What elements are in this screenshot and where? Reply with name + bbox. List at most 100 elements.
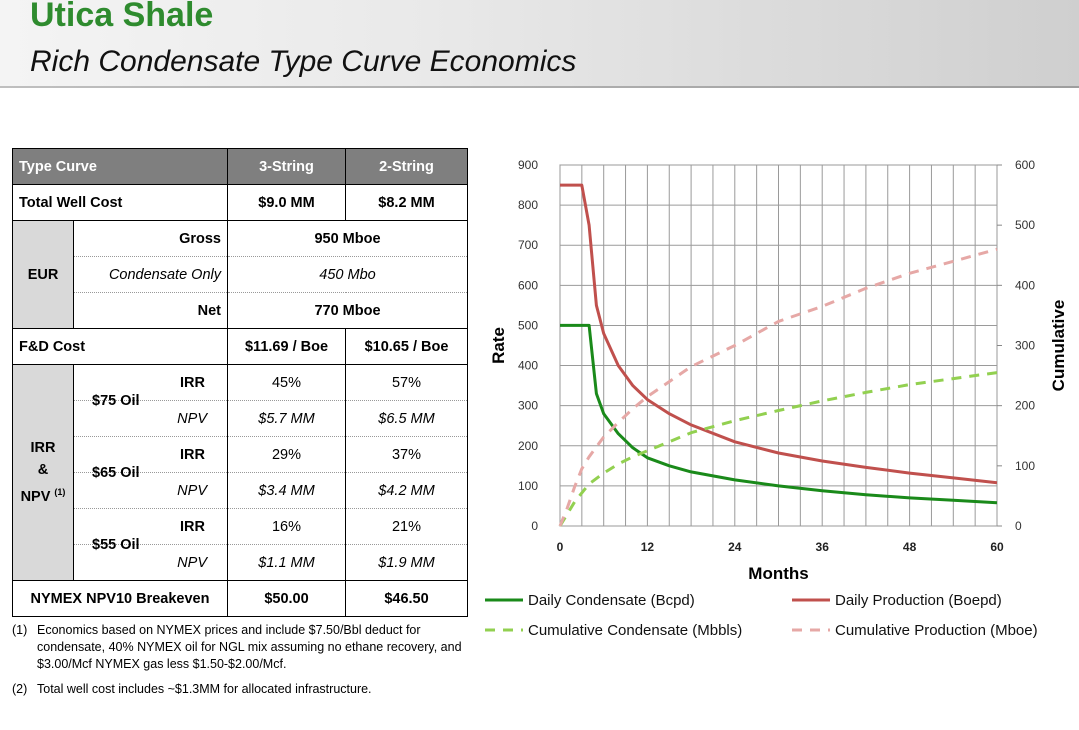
- fd-cost-label: F&D Cost: [12, 328, 228, 365]
- y-tick-label: 800: [518, 198, 538, 212]
- irr-npv-label: IRR & NPV (1): [12, 364, 74, 581]
- total-well-cost-2-string: $8.2 MM: [345, 184, 468, 221]
- scenario-55-irr-2-string: 21%: [345, 508, 468, 545]
- scenario-65-irr-3-string: 29%: [227, 436, 346, 473]
- type-curve-chart: 0100200300400500600700800900010020030040…: [485, 158, 1068, 639]
- y-tick-label: 500: [518, 318, 538, 332]
- table-row-eur-condensate: Condensate Only 450 Mbo: [13, 256, 468, 293]
- legend-label-0: Daily Condensate (Bcpd): [528, 592, 695, 609]
- footnote-1-text: Economics based on NYMEX prices and incl…: [37, 623, 462, 671]
- banner-divider: [0, 86, 1079, 88]
- table-row-65-irr: $65 Oil IRR 29% 37%: [13, 436, 468, 481]
- series-line-3: [558, 247, 998, 527]
- irr-npv-line3: NPV: [20, 488, 51, 505]
- footnote-1: (1) Economics based on NYMEX prices and …: [12, 622, 467, 673]
- y-tick-label: 600: [518, 278, 538, 292]
- legend-label-3: Cumulative Production (Mboe): [835, 622, 1038, 639]
- scenario-55-irr-label: IRR: [180, 518, 205, 535]
- eur-gross-label: Gross: [73, 220, 228, 257]
- header-type-curve: Type Curve: [12, 148, 228, 185]
- legend-label-2: Cumulative Condensate (Mbbls): [528, 622, 742, 639]
- scenario-65-npv-3-string: $3.4 MM: [227, 472, 346, 509]
- y-tick-label: 200: [518, 439, 538, 453]
- y-tick-label: 300: [518, 399, 538, 413]
- fd-cost-3-string: $11.69 / Boe: [227, 328, 346, 365]
- y2-tick-label: 200: [1015, 399, 1035, 413]
- scenario-75-irr-2-string: 57%: [345, 364, 468, 401]
- scenario-75-irr-3-string: 45%: [227, 364, 346, 401]
- scenario-65-oil-cell: $65 Oil IRR: [73, 436, 228, 481]
- total-well-cost-3-string: $9.0 MM: [227, 184, 346, 221]
- x-tick-label: 0: [557, 540, 564, 554]
- scenario-65-irr-label: IRR: [180, 446, 205, 463]
- scenario-65-npv-2-string: $4.2 MM: [345, 472, 468, 509]
- total-well-cost-label: Total Well Cost: [12, 184, 228, 221]
- y-tick-label: 900: [518, 158, 538, 172]
- eur-condensate-value: 450 Mbo: [227, 256, 468, 293]
- table-row-75-npv: NPV $5.7 MM $6.5 MM: [13, 400, 468, 437]
- y2-tick-label: 400: [1015, 278, 1035, 292]
- y2-tick-label: 0: [1015, 519, 1022, 533]
- chart-series: [558, 183, 998, 527]
- footnote-2-text: Total well cost includes ~$1.3MM for all…: [37, 682, 372, 696]
- scenario-55-irr-3-string: 16%: [227, 508, 346, 545]
- irr-npv-line1: IRR: [30, 440, 56, 457]
- y-tick-label: 400: [518, 359, 538, 373]
- y2-tick-label: 600: [1015, 158, 1035, 172]
- eur-label: EUR: [12, 220, 74, 329]
- y-tick-label: 700: [518, 238, 538, 252]
- x-tick-label: 12: [641, 540, 655, 554]
- series-line-2: [558, 371, 998, 527]
- scenario-75-npv-3-string: $5.7 MM: [227, 400, 346, 437]
- scenario-75-irr-label: IRR: [180, 374, 205, 391]
- x-tick-label: 36: [816, 540, 830, 554]
- series-line-1: [560, 183, 998, 485]
- chart-grid: [559, 164, 998, 527]
- x-tick-label: 48: [903, 540, 917, 554]
- eur-net-value: 770 Mboe: [227, 292, 468, 329]
- irr-npv-line2: &: [37, 462, 49, 479]
- scenario-75-oil-label: $75 Oil: [92, 392, 140, 409]
- y-tick-label: 0: [531, 519, 538, 533]
- chart-axes: 0100200300400500600700800900010020030040…: [489, 158, 1068, 583]
- page-subtitle: Rich Condensate Type Curve Economics: [30, 45, 577, 78]
- table-row-75-irr: IRR & NPV (1) $75 Oil IRR 45% 57%: [12, 364, 468, 581]
- table-row-breakeven: NYMEX NPV10 Breakeven $50.00 $46.50: [12, 580, 468, 617]
- table-row-eur-net: Net 770 Mboe: [13, 292, 468, 329]
- footnotes: (1) Economics based on NYMEX prices and …: [12, 622, 467, 706]
- breakeven-3-string: $50.00: [227, 580, 346, 617]
- y-tick-label: 100: [518, 479, 538, 493]
- scenario-65-npv-label: NPV: [73, 472, 228, 509]
- scenario-55-oil-cell: $55 Oil IRR: [73, 508, 228, 553]
- fd-cost-2-string: $10.65 / Boe: [345, 328, 468, 365]
- table-row-total-well-cost: Total Well Cost $9.0 MM $8.2 MM: [12, 184, 468, 221]
- footnote-2-number: (2): [12, 682, 28, 696]
- page-title: Utica Shale: [30, 0, 214, 34]
- eur-gross-value: 950 Mboe: [227, 220, 468, 257]
- economics-table: Type Curve 3-String 2-String Total Well …: [12, 148, 468, 617]
- table-row-fd-cost: F&D Cost $11.69 / Boe $10.65 / Boe: [12, 328, 468, 365]
- eur-condensate-label: Condensate Only: [73, 256, 228, 293]
- x-tick-label: 24: [728, 540, 742, 554]
- y2-tick-label: 100: [1015, 459, 1035, 473]
- y2-axis-label: Cumulative: [1049, 300, 1068, 392]
- scenario-55-npv-2-string: $1.9 MM: [345, 544, 468, 581]
- y2-tick-label: 500: [1015, 218, 1035, 232]
- breakeven-2-string: $46.50: [345, 580, 468, 617]
- header-3-string: 3-String: [227, 148, 346, 185]
- scenario-55-oil-label: $55 Oil: [92, 536, 140, 553]
- footnote-1-number: (1): [12, 623, 28, 637]
- scenario-75-npv-2-string: $6.5 MM: [345, 400, 468, 437]
- scenario-65-oil-label: $65 Oil: [92, 464, 140, 481]
- table-row-55-irr: $55 Oil IRR 16% 21%: [13, 508, 468, 553]
- scenario-65-irr-2-string: 37%: [345, 436, 468, 473]
- header-banner: Utica Shale Rich Condensate Type Curve E…: [0, 0, 1079, 88]
- scenario-75-npv-label: NPV: [73, 400, 228, 437]
- scenario-55-npv-3-string: $1.1 MM: [227, 544, 346, 581]
- footnote-2: (2) Total well cost includes ~$1.3MM for…: [12, 681, 467, 698]
- y-axis-label: Rate: [489, 327, 508, 364]
- legend-label-1: Daily Production (Boepd): [835, 592, 1002, 609]
- breakeven-label: NYMEX NPV10 Breakeven: [12, 580, 228, 617]
- irr-npv-footnote: (1): [54, 487, 66, 498]
- x-tick-label: 60: [990, 540, 1004, 554]
